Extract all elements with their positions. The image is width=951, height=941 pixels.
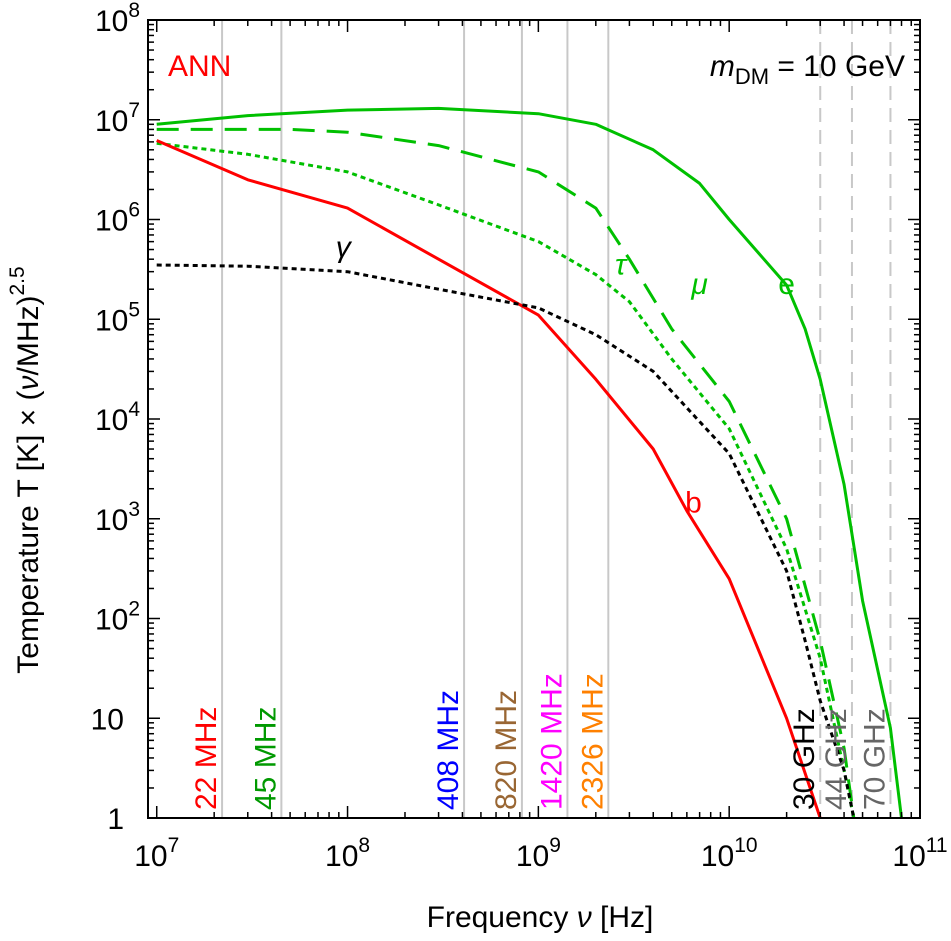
survey-line-label: 70 GHz bbox=[858, 708, 891, 810]
survey-line-label: 44 GHz bbox=[820, 708, 853, 810]
series-line bbox=[156, 263, 856, 818]
series-label: e bbox=[778, 268, 795, 301]
series-line bbox=[156, 141, 856, 818]
survey-line-label: 30 GHz bbox=[788, 708, 821, 810]
series-label: μ bbox=[690, 268, 707, 301]
y-tick-label: 10 bbox=[91, 703, 124, 736]
series-line bbox=[156, 106, 903, 818]
x-tick-label: 1010 bbox=[701, 834, 758, 873]
plot-frame bbox=[147, 19, 921, 819]
survey-line-label: 22 MHz bbox=[190, 707, 223, 810]
series-label: γ bbox=[336, 231, 353, 264]
y-axis-title: Temperature T [K] × (ν/MHz)2.5 bbox=[6, 266, 45, 673]
series-line bbox=[156, 127, 856, 818]
annotation-mdm: mDM = 10 GeV bbox=[710, 50, 905, 89]
series-label: τ bbox=[615, 249, 628, 282]
series-label: b bbox=[685, 487, 702, 520]
curves bbox=[156, 106, 903, 818]
x-tick-label: 107 bbox=[134, 834, 179, 873]
y-tick-label: 107 bbox=[95, 99, 140, 138]
series-line bbox=[156, 139, 822, 818]
ticks bbox=[148, 19, 921, 819]
y-tick-label: 103 bbox=[95, 498, 140, 537]
y-tick-label: 106 bbox=[95, 199, 140, 238]
survey-line-label: 1420 MHz bbox=[535, 673, 568, 810]
labels: 22 MHz 45 MHz 408 MHz 820 MHz 1420 MHz 2326 M… bbox=[91, 0, 948, 873]
annotation-ann: ANN bbox=[168, 50, 231, 83]
y-tick-label: 104 bbox=[95, 398, 140, 437]
y-tick-label: 1 bbox=[107, 803, 124, 836]
survey-line-label: 45 MHz bbox=[249, 707, 282, 810]
x-tick-label: 108 bbox=[325, 834, 370, 873]
survey-line-label: 408 MHz bbox=[432, 690, 465, 810]
x-tick-label: 109 bbox=[516, 834, 561, 873]
y-tick-label: 108 bbox=[95, 0, 140, 38]
y-tick-label: 105 bbox=[95, 298, 140, 337]
y-tick-label: 102 bbox=[95, 598, 140, 637]
x-tick-label: 1011 bbox=[892, 834, 947, 873]
survey-line-label: 2326 MHz bbox=[576, 673, 609, 810]
survey-line-label: 820 MHz bbox=[490, 690, 523, 810]
x-axis-title: Frequency ν [Hz] bbox=[427, 901, 654, 934]
